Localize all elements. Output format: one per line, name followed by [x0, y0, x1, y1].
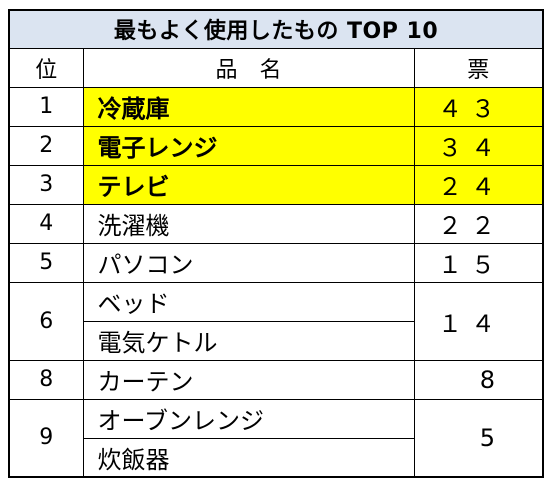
table-row: 5 パソコン １５ — [8, 242, 544, 283]
table-row: 炊飯器 — [9, 437, 543, 478]
item-name-cell: テレビ — [82, 164, 415, 205]
rank-cell: 9 — [8, 398, 84, 478]
votes-cell: ３４ — [413, 125, 544, 166]
header-rank: 位 — [8, 47, 84, 88]
votes-cell: 5 — [413, 398, 544, 478]
rank-cell: 1 — [8, 86, 84, 127]
item-name-cell: 冷蔵庫 — [82, 86, 415, 127]
item-name-cell: 電気ケトル — [82, 320, 415, 361]
item-name-cell: カーテン — [82, 359, 415, 400]
table-row: 3 テレビ ２４ — [8, 164, 544, 205]
table-row: 電気ケトル — [9, 320, 543, 361]
item-name-cell: パソコン — [82, 242, 415, 283]
rank-cell: 3 — [8, 164, 84, 205]
header-row: 位 品 名 票 — [8, 47, 544, 88]
table-row: 8 カーテン 8 — [8, 359, 544, 400]
rank-cell: 4 — [8, 203, 84, 244]
rank-cell: 2 — [8, 125, 84, 166]
header-item: 品 名 — [82, 47, 415, 88]
table-title: 最もよく使用したもの TOP 10 — [8, 9, 544, 49]
item-name-cell: 洗濯機 — [82, 203, 415, 244]
item-name-cell: 炊飯器 — [82, 437, 415, 478]
header-votes: 票 — [413, 47, 544, 88]
rank-cell: 5 — [8, 242, 84, 283]
table-row: 6 ベッド １４ — [8, 281, 544, 361]
rank-cell: 8 — [8, 359, 84, 400]
votes-cell: 8 — [413, 359, 544, 400]
title-row: 最もよく使用したもの TOP 10 — [8, 9, 544, 49]
rank-cell: 6 — [8, 281, 84, 361]
item-name-cell: オーブンレンジ — [82, 398, 415, 439]
table-row: 4 洗濯機 ２２ — [8, 203, 544, 244]
table-row: 1 冷蔵庫 ４３ — [8, 86, 544, 127]
votes-cell: ４３ — [413, 86, 544, 127]
votes-cell: １４ — [413, 281, 544, 361]
ranking-table: 最もよく使用したもの TOP 10 位 品 名 票 1 冷蔵庫 ４３ 2 電子レンジ ３４… — [8, 9, 545, 478]
votes-cell: ２２ — [413, 203, 544, 244]
table-row: 2 電子レンジ ３４ — [8, 125, 544, 166]
votes-cell: ２４ — [413, 164, 544, 205]
table-body: 1 冷蔵庫 ４３ 2 電子レンジ ３４ 3 テレビ ２４ 4 洗濯機 ２２ 5 パソコン １５ 6 ベッド １４ 電… — [8, 86, 544, 478]
item-name-cell: ベッド — [82, 281, 415, 322]
table-row: 9 オーブンレンジ 5 — [8, 398, 544, 478]
item-name-cell: 電子レンジ — [82, 125, 415, 166]
votes-cell: １５ — [413, 242, 544, 283]
